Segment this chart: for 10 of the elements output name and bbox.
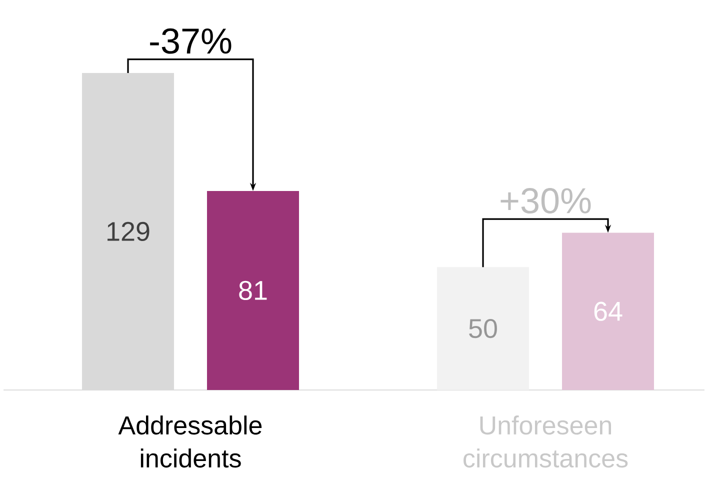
data-label: 129 — [108, 222, 150, 242]
bar — [562, 232, 654, 390]
data-label: 50 — [469, 318, 497, 338]
bar — [207, 190, 300, 390]
annotation: +30% — [500, 188, 591, 214]
data-label: 64 — [594, 302, 622, 321]
bar — [437, 267, 530, 390]
data-label: 81 — [239, 280, 267, 300]
x-tick-label: Addressable incidents — [118, 416, 262, 468]
text: -37% — [150, 28, 232, 54]
